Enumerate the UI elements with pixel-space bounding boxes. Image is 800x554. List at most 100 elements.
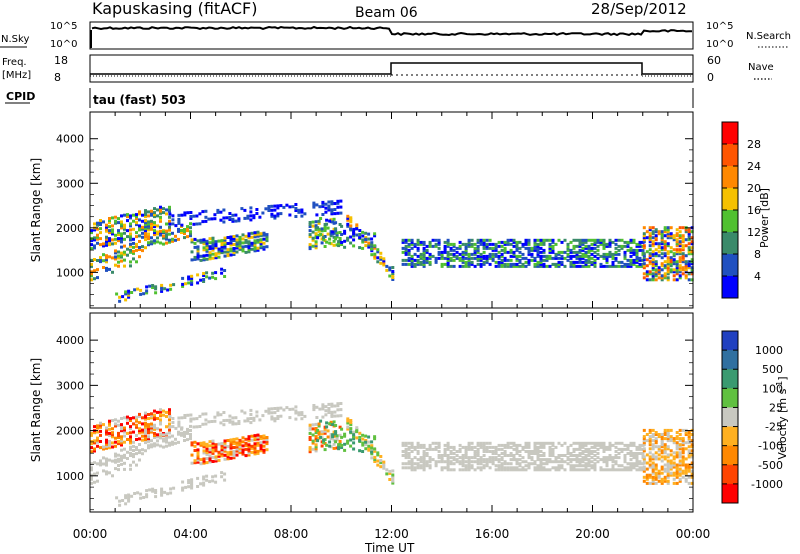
power-cell (642, 236, 646, 240)
velocity-cell (681, 463, 685, 467)
power-cell (611, 240, 615, 244)
power-cell (464, 260, 468, 264)
velocity-cell (452, 447, 456, 451)
velocity-cell (663, 455, 667, 459)
velocity-cell (208, 448, 212, 452)
power-cell (370, 247, 374, 251)
power-cell (672, 252, 676, 256)
velocity-cell (238, 449, 242, 452)
velocity-cell (114, 444, 117, 448)
velocity-cell (120, 443, 123, 447)
velocity-cell (506, 445, 510, 449)
velocity-cell (196, 458, 200, 462)
velocity-cell (407, 445, 411, 449)
velocity-cell (96, 424, 99, 428)
power-cell (123, 244, 126, 248)
power-cell (124, 298, 128, 302)
velocity-cell (331, 435, 335, 439)
power-cell (548, 248, 552, 252)
power-cell (648, 262, 652, 266)
power-cell (660, 246, 664, 250)
velocity-cell (124, 502, 128, 506)
velocity-cell (687, 449, 691, 453)
power-cell (515, 254, 519, 258)
power-cell (346, 216, 350, 220)
velocity-cell (150, 426, 153, 430)
power-cell (336, 211, 340, 215)
velocity-cell (669, 428, 673, 432)
velocity-cell (370, 456, 374, 460)
power-cell (416, 262, 420, 266)
power-cell (220, 271, 224, 275)
velocity-cell (147, 413, 150, 416)
power-cell (654, 278, 658, 282)
power-cell (657, 276, 661, 280)
velocity-cell (675, 431, 679, 434)
power-cell (370, 241, 374, 245)
velocity-cell (238, 451, 242, 455)
velocity-cell (542, 458, 546, 462)
power-cell (120, 245, 123, 249)
velocity-cell (404, 452, 408, 455)
power-cell (253, 241, 257, 245)
power-cell (186, 227, 189, 231)
power-cell (93, 277, 96, 281)
power-cell (102, 253, 105, 257)
power-cell (279, 212, 283, 216)
velocity-cell (123, 453, 126, 457)
power-cell (211, 236, 215, 240)
power-cell (681, 246, 685, 250)
velocity-cell (638, 447, 642, 451)
velocity-cell (660, 441, 664, 445)
velocity-cell (250, 444, 254, 448)
velocity-cell (681, 475, 685, 479)
power-cell (165, 235, 168, 239)
power-cell (419, 262, 423, 266)
velocity-cell (479, 443, 483, 447)
velocity-cell (551, 443, 555, 447)
velocity-cell (515, 460, 519, 464)
power-cell (156, 232, 159, 236)
velocity-cell (500, 452, 504, 455)
velocity-cell (330, 404, 334, 408)
velocity-cell (300, 413, 304, 417)
velocity-cell (329, 437, 333, 441)
velocity-cell (503, 445, 507, 449)
power-cell (578, 264, 582, 268)
velocity-cell (443, 443, 447, 447)
power-cell (428, 240, 432, 244)
velocity-cell (584, 462, 588, 466)
power-cell (407, 258, 411, 262)
power-cell (431, 254, 435, 258)
power-cell (102, 220, 105, 224)
power-cell (314, 228, 318, 232)
power-cell (678, 244, 682, 248)
power-cell (249, 218, 253, 222)
velocity-cell (111, 419, 114, 422)
velocity-cell (249, 417, 253, 420)
velocity-cell (202, 481, 206, 485)
velocity-cell (105, 432, 108, 436)
power-cell (536, 252, 540, 256)
power-cell (494, 260, 498, 264)
power-cell (220, 245, 224, 249)
power-cell (473, 256, 477, 260)
velocity-cell (144, 436, 147, 439)
velocity-cell (590, 450, 594, 453)
velocity-cell (431, 447, 435, 451)
power-cell (452, 248, 456, 252)
velocity-cell (130, 494, 134, 498)
power-cell (608, 252, 612, 256)
velocity-cell (364, 434, 368, 438)
power-cell (160, 285, 164, 289)
velocity-cell (138, 458, 141, 462)
power-cell (208, 237, 212, 241)
velocity-cell (669, 435, 673, 439)
velocity-cell (165, 444, 168, 448)
power-cell (657, 272, 661, 276)
velocity-cell (690, 453, 694, 457)
velocity-cell (684, 477, 688, 481)
power-cell (159, 205, 162, 209)
velocity-cell (208, 456, 212, 460)
velocity-cell (352, 435, 356, 439)
